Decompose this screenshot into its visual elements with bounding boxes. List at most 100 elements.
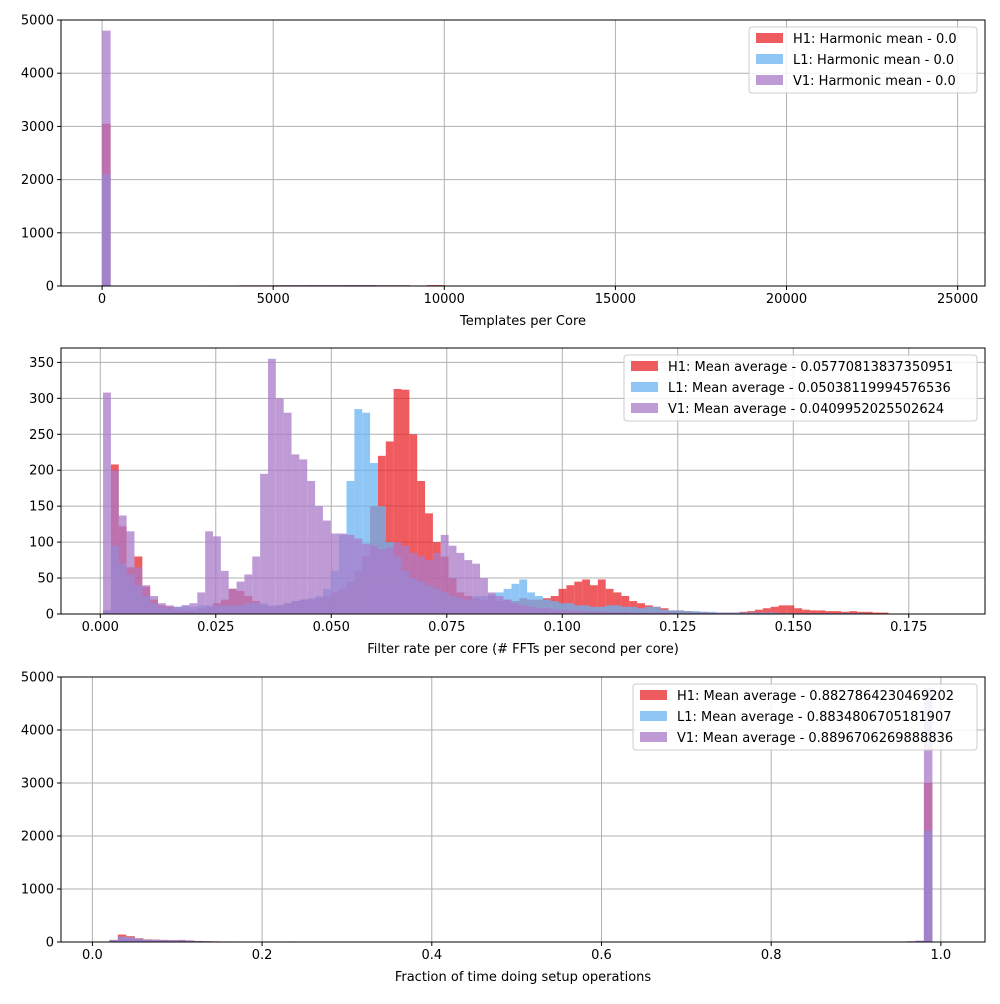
- histogram-bar: [166, 605, 174, 614]
- x-tick-label: 0.6: [591, 948, 612, 963]
- histogram-bar: [299, 459, 307, 614]
- x-tick-label: 0: [98, 292, 106, 307]
- histogram-bar: [111, 470, 119, 614]
- histogram-bar: [174, 607, 182, 614]
- y-tick-label: 1000: [21, 883, 54, 898]
- histogram-bar: [315, 506, 323, 614]
- histogram-bar: [574, 610, 582, 614]
- series-1: [101, 783, 933, 942]
- legend-swatch: [631, 403, 658, 413]
- legend-label: V1: Harmonic mean - 0.0: [793, 74, 956, 89]
- y-tick-label: 0: [46, 608, 54, 623]
- x-tick-label: 0.025: [197, 620, 234, 635]
- histogram-bar: [551, 610, 559, 614]
- y-tick-label: 5000: [21, 14, 54, 29]
- histogram-bar: [519, 605, 527, 614]
- histogram-bar: [244, 574, 252, 614]
- histogram-bar: [189, 603, 197, 614]
- histogram-bar: [339, 533, 347, 614]
- x-tick-label: 0.2: [252, 948, 273, 963]
- x-tick-label: 0.000: [82, 620, 119, 635]
- legend-label: V1: Mean average - 0.0409952025502624: [668, 402, 944, 417]
- y-tick-label: 300: [29, 392, 54, 407]
- y-tick-label: 4000: [21, 67, 54, 82]
- histogram-bar: [126, 938, 134, 942]
- histogram-bar: [559, 610, 567, 614]
- y-tick-label: 5000: [21, 671, 54, 686]
- x-tick-label: 0.0: [82, 948, 103, 963]
- histogram-bar: [134, 567, 142, 614]
- legend-label: H1: Mean average - 0.05770813837350951: [668, 360, 953, 375]
- histogram-bar: [409, 553, 417, 614]
- histogram-bar: [511, 603, 519, 614]
- x-tick-label: 0.050: [313, 620, 350, 635]
- y-tick-label: 4000: [21, 724, 54, 739]
- histogram-bar: [182, 605, 190, 614]
- legend-label: V1: Mean average - 0.8896706269888836: [677, 731, 953, 746]
- histogram-bar: [449, 546, 457, 614]
- histogram-bar: [378, 549, 386, 614]
- legend: H1: Mean average - 0.8827864230469202L1:…: [633, 684, 977, 750]
- legend-swatch: [631, 361, 658, 371]
- y-tick-label: 2000: [21, 830, 54, 845]
- histogram-bar: [276, 398, 284, 614]
- legend-swatch: [640, 690, 667, 700]
- histogram-bar: [496, 596, 504, 614]
- histogram-bar: [284, 413, 292, 614]
- series-2: [101, 831, 933, 942]
- y-tick-label: 200: [29, 464, 54, 479]
- x-tick-label: 25000: [937, 292, 978, 307]
- histogram-bar: [118, 937, 126, 942]
- y-tick-label: 150: [29, 500, 54, 515]
- x-tick-label: 0.175: [890, 620, 927, 635]
- x-tick-label: 0.100: [544, 620, 581, 635]
- x-tick-label: 0.8: [761, 948, 782, 963]
- legend-swatch: [756, 54, 783, 64]
- histogram-bar: [464, 560, 472, 614]
- histogram-bar: [370, 546, 378, 614]
- histogram-bar: [480, 578, 488, 614]
- y-tick-label: 50: [37, 572, 54, 587]
- y-tick-label: 1000: [21, 226, 54, 241]
- x-tick-label: 20000: [766, 292, 807, 307]
- histogram-bar: [260, 474, 268, 614]
- histogram-bar: [425, 560, 433, 614]
- histogram-bar: [268, 359, 276, 614]
- histogram-bar: [527, 607, 535, 614]
- histogram-bar: [347, 535, 355, 614]
- histogram-bar: [127, 531, 135, 614]
- histogram-bar: [119, 516, 127, 614]
- histogram-bar: [394, 542, 402, 614]
- histogram-bar: [102, 31, 111, 286]
- x-axis-label: Fraction of time doing setup operations: [395, 970, 652, 985]
- histogram-bar: [417, 556, 425, 614]
- x-tick-label: 0.4: [421, 948, 442, 963]
- x-tick-label: 5000: [257, 292, 290, 307]
- histogram-bar: [386, 548, 394, 614]
- histogram-bar: [252, 556, 260, 614]
- legend-swatch: [631, 382, 658, 392]
- histogram-bar: [543, 608, 551, 614]
- histogram-bar: [292, 454, 300, 614]
- y-tick-label: 0: [46, 936, 54, 951]
- histogram-bar: [504, 600, 512, 614]
- histogram-bar: [566, 610, 574, 614]
- histogram-bar: [331, 533, 339, 614]
- histogram-bar: [205, 531, 213, 614]
- legend-swatch: [756, 33, 783, 43]
- histogram-bar: [441, 535, 449, 614]
- x-axis-label: Templates per Core: [459, 314, 586, 329]
- y-tick-label: 100: [29, 536, 54, 551]
- histogram-bar: [307, 481, 315, 614]
- legend-label: L1: Harmonic mean - 0.0: [793, 53, 954, 68]
- histogram-bar: [221, 571, 229, 614]
